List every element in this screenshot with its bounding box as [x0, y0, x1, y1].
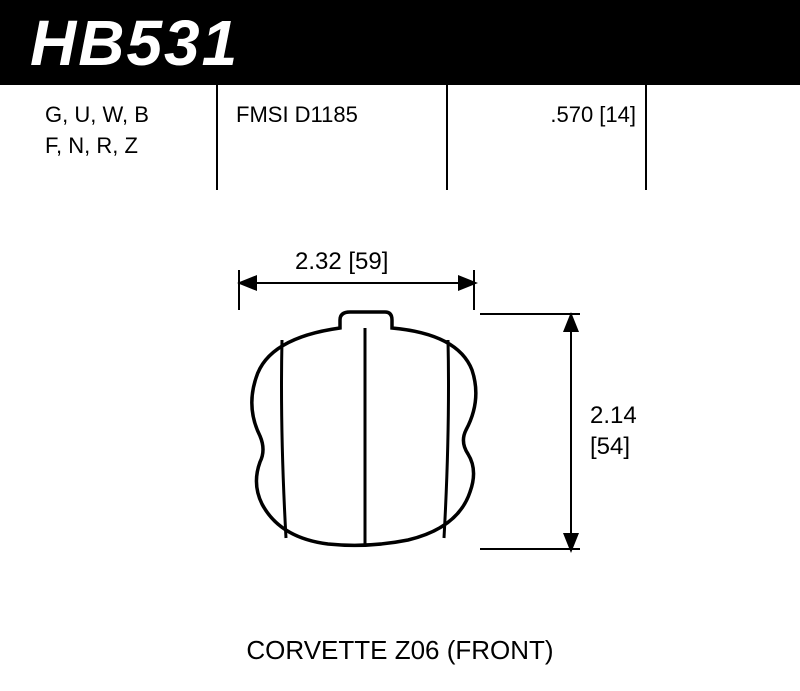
height-inches: 2.14	[590, 400, 637, 431]
width-dimension-line	[240, 282, 475, 284]
height-dimension-line	[570, 315, 572, 550]
title-bar: HB531	[0, 0, 800, 85]
height-mm: [54]	[590, 431, 637, 462]
compounds-line-1: G, U, W, B	[45, 100, 205, 131]
product-name: CORVETTE Z06 (FRONT)	[0, 635, 800, 666]
spec-divider-1	[216, 85, 218, 190]
thickness-column: .570 [14]	[526, 100, 636, 131]
pad-diagram: 2.32 [59] 2.14 [54]	[190, 240, 610, 590]
fmsi-column: FMSI D1185	[236, 100, 436, 131]
width-dimension-label: 2.32 [59]	[295, 248, 388, 276]
compounds-column: G, U, W, B F, N, R, Z	[45, 100, 205, 162]
fmsi-code: FMSI D1185	[236, 100, 436, 131]
part-number: HB531	[30, 6, 239, 80]
brake-pad-outline	[210, 300, 510, 560]
thickness-value: .570 [14]	[526, 100, 636, 131]
spec-divider-3	[645, 85, 647, 190]
compounds-line-2: F, N, R, Z	[45, 131, 205, 162]
spec-divider-2	[446, 85, 448, 190]
height-dimension-label: 2.14 [54]	[590, 400, 637, 462]
